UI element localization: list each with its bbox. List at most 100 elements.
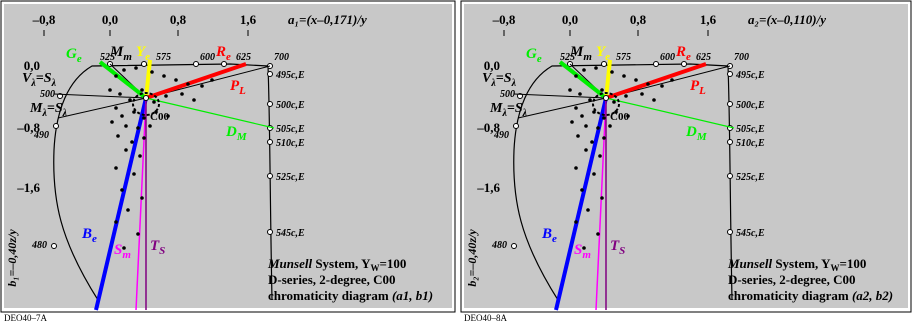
cie-marker (267, 101, 273, 107)
wavelength-marker (653, 61, 659, 67)
data-point (582, 246, 586, 250)
data-point (124, 124, 128, 128)
label-mm: Mm (109, 44, 132, 63)
c00-point (143, 95, 149, 101)
data-point (626, 114, 630, 118)
data-point (576, 134, 580, 138)
figure-code: DEO40–7A (4, 313, 47, 323)
cie-label: 500c,E (276, 100, 305, 111)
plot-background (4, 4, 452, 308)
data-point (140, 88, 144, 92)
y-axis-formula: b₂=–0,40z/y (465, 229, 479, 287)
left-axis-tick: 0,0 (24, 58, 40, 73)
data-point (210, 78, 214, 82)
data-point (120, 188, 124, 192)
data-point (186, 82, 190, 86)
label-ts: TS (610, 238, 625, 257)
label-m-lambda: Mλ=Sλ (489, 101, 528, 119)
line-green (558, 60, 608, 100)
label-ts: TS (150, 238, 165, 257)
line-blue (554, 97, 608, 311)
top-axis-tick: 1,6 (240, 12, 257, 27)
data-point (614, 110, 618, 114)
panel-1: –0,8 0,0 0,8 1,6 a₁=(x–0,171)/y 0,0 –0,8 –1,6 b₁… (0, 0, 456, 323)
data-point (148, 124, 152, 128)
wavelength-label: 500 (40, 89, 55, 100)
wavelength-label: 700 (734, 52, 749, 63)
cie-label: 545c,E (276, 228, 305, 239)
top-axis-tick: 0,0 (102, 12, 118, 27)
data-point (574, 106, 578, 110)
wavelength-label: 500 (500, 89, 515, 100)
info-line-2: D-series, 2-degree, C00 (268, 272, 396, 287)
data-point (120, 114, 124, 118)
data-point (110, 120, 114, 124)
data-point (130, 140, 134, 144)
data-point (588, 98, 592, 102)
data-point (582, 68, 586, 72)
label-sm: Sm (114, 242, 131, 261)
label-re: Re (675, 44, 691, 63)
data-point (132, 172, 136, 176)
cie-marker (267, 139, 273, 145)
data-point (602, 136, 606, 140)
data-point (580, 114, 584, 118)
wavelength-label: 480 (31, 240, 47, 251)
line-magenta (135, 97, 147, 311)
c00-ring (132, 92, 160, 116)
y-axis-formula: b₁=–0,40z/y (5, 229, 19, 287)
data-point (592, 172, 596, 176)
line-dm (145, 97, 275, 129)
data-point (174, 78, 178, 82)
cie-label: 495c,E (275, 70, 305, 81)
top-axis-tick: 0,8 (170, 12, 187, 27)
line-green (98, 60, 148, 100)
data-point (646, 82, 650, 86)
wavelength-marker (601, 61, 607, 67)
cie-label: 510c,E (276, 138, 305, 149)
wavelength-marker (141, 61, 147, 67)
data-point (622, 74, 626, 78)
cie-label: 500c,E (736, 100, 765, 111)
label-pl: PL (690, 78, 706, 97)
x-axis-formula: a₂=(x–0,110)/y (748, 12, 826, 27)
data-point (612, 100, 616, 104)
cie-marker (267, 229, 273, 235)
panel-2: –0,8 0,0 0,8 1,6 a₂=(x–0,110)/y 0,0 –0,8 –1,6 b₂… (460, 0, 912, 323)
wavelength-label: 490 (493, 130, 509, 141)
cie-label: 545c,E (736, 228, 765, 239)
cie-marker (727, 173, 733, 179)
data-point (608, 124, 612, 128)
data-point (580, 188, 584, 192)
data-point (166, 114, 170, 118)
data-point (114, 74, 118, 78)
data-point (574, 166, 578, 170)
top-axis-tick: –0,8 (32, 12, 56, 27)
line-magenta (595, 97, 607, 311)
wavelength-label: 525 (100, 52, 115, 63)
data-point (584, 124, 588, 128)
label-pl: PL (230, 78, 246, 97)
label-c00: C00 (150, 111, 169, 123)
cie-marker (727, 229, 733, 235)
data-point (592, 110, 596, 114)
cie-marker (267, 173, 273, 179)
cie-label: 525c,E (276, 172, 305, 183)
data-point (568, 88, 572, 92)
data-point (640, 92, 644, 96)
line-m (57, 97, 147, 119)
data-point (600, 196, 604, 200)
wavelength-label: 625 (236, 52, 251, 63)
left-axis-tick: –0,8 (476, 120, 500, 135)
line-m (517, 97, 607, 119)
label-ye: Ye (596, 44, 610, 63)
cie-marker (267, 71, 273, 77)
x-axis-formula: a₁=(x–0,171)/y (288, 12, 367, 27)
data-point (140, 196, 144, 200)
cie-marker (727, 139, 733, 145)
data-point (598, 154, 602, 158)
info-line-3: chromaticity diagram (a1, b1) (268, 288, 433, 303)
wavelength-label: 575 (156, 52, 171, 63)
data-point (594, 66, 598, 70)
left-axis-tick: –0,8 (16, 120, 40, 135)
